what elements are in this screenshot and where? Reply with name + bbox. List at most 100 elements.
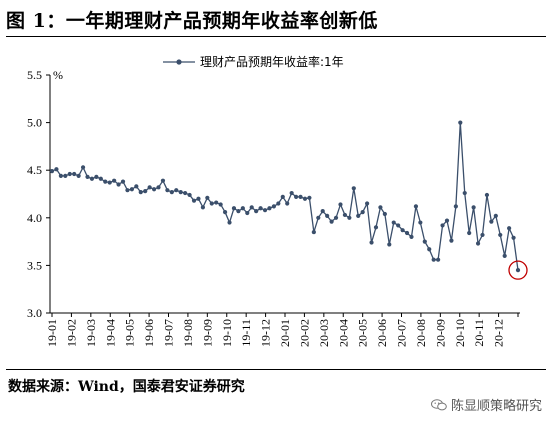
data-point xyxy=(72,171,77,177)
y-axis-ticks: 3.0 3.5 4.0 4.5 5.0 5.5 xyxy=(27,68,50,320)
x-tick-label: 20-08 xyxy=(414,319,428,347)
data-point xyxy=(134,184,139,189)
x-tick-label: 19-02 xyxy=(64,319,78,347)
data-point xyxy=(427,247,432,252)
data-point xyxy=(418,220,423,225)
data-point xyxy=(262,208,268,213)
data-point xyxy=(440,223,445,228)
x-tick-label: 19-01 xyxy=(45,319,59,347)
data-point xyxy=(489,219,494,224)
data-point xyxy=(382,211,387,217)
x-tick-label: 19-06 xyxy=(142,319,156,347)
x-axis-ticks: 19-01 19-02 19-03 19-04 19-05 19-06 19-07 19-08… xyxy=(45,313,519,347)
data-point xyxy=(276,201,281,206)
data-point xyxy=(404,230,410,236)
data-point xyxy=(515,268,521,273)
watermark-text: 陈显顺策略研究 xyxy=(450,399,542,414)
data-point xyxy=(307,195,312,200)
data-point xyxy=(89,176,95,181)
data-point xyxy=(249,205,254,210)
y-tick-label: 3.5 xyxy=(27,258,42,272)
data-point xyxy=(356,213,361,218)
source-divider xyxy=(6,369,546,370)
x-tick-label: 19-03 xyxy=(84,319,98,347)
x-tick-label: 19-08 xyxy=(181,319,195,347)
data-point xyxy=(151,187,157,192)
data-point xyxy=(498,232,503,238)
data-point xyxy=(338,202,343,207)
x-tick-label: 19-12 xyxy=(259,319,273,347)
data-point xyxy=(351,186,356,191)
y-tick-label: 3.0 xyxy=(27,306,42,320)
data-point xyxy=(165,188,170,193)
data-point xyxy=(373,225,379,230)
wechat-icon xyxy=(430,398,447,410)
data-point xyxy=(187,192,192,198)
series-line xyxy=(51,122,519,271)
x-tick-label: 19-07 xyxy=(162,319,176,347)
title-divider xyxy=(6,36,546,37)
data-point xyxy=(436,257,441,262)
x-tick-label: 19-04 xyxy=(103,319,117,347)
data-point xyxy=(285,201,290,206)
data-point xyxy=(54,167,59,172)
data-point xyxy=(85,174,90,179)
data-point xyxy=(98,176,103,181)
data-point xyxy=(258,206,263,211)
data-point xyxy=(316,215,321,220)
data-point xyxy=(94,174,99,179)
x-tick-label: 20-11 xyxy=(472,319,486,347)
data-point xyxy=(125,188,130,193)
data-point xyxy=(80,165,86,170)
source-note: 数据来源：Wind，国泰君安证券研究 xyxy=(8,379,245,395)
data-point xyxy=(493,213,498,218)
x-tick-label: 20-05 xyxy=(356,319,370,347)
data-point xyxy=(280,194,285,199)
data-point xyxy=(67,171,72,177)
data-point xyxy=(107,180,112,185)
data-point xyxy=(236,209,241,214)
data-point xyxy=(342,212,348,218)
data-point xyxy=(289,190,294,196)
data-point xyxy=(191,198,197,203)
data-point xyxy=(227,220,232,225)
data-point xyxy=(484,192,490,198)
series-points xyxy=(49,120,521,273)
data-point xyxy=(143,189,148,194)
data-point xyxy=(302,196,308,201)
data-point xyxy=(205,195,210,200)
data-point xyxy=(511,235,516,240)
y-tick-label: 5.0 xyxy=(27,116,42,130)
data-point xyxy=(347,215,352,220)
data-point xyxy=(378,205,383,210)
data-point xyxy=(116,182,121,187)
x-tick-label: 20-02 xyxy=(297,319,311,347)
data-point xyxy=(333,215,339,220)
data-point xyxy=(480,232,485,238)
x-tick-label: 20-10 xyxy=(453,319,467,347)
data-point xyxy=(422,239,427,244)
x-tick-label: 19-09 xyxy=(200,319,214,347)
data-point xyxy=(502,253,507,258)
data-point xyxy=(196,196,201,201)
data-point xyxy=(112,178,117,183)
data-point xyxy=(222,209,228,215)
data-point xyxy=(214,200,219,205)
data-point xyxy=(387,242,392,247)
data-point xyxy=(200,205,205,210)
data-point xyxy=(271,204,277,209)
data-point xyxy=(311,229,316,235)
data-point xyxy=(325,213,330,218)
x-tick-label: 20-03 xyxy=(317,319,331,347)
x-tick-label: 20-07 xyxy=(395,319,409,347)
y-tick-label: 4.0 xyxy=(27,211,42,225)
y-axis-label: % xyxy=(53,68,63,82)
chart-axes xyxy=(49,75,520,314)
data-point xyxy=(254,209,259,214)
x-tick-label: 20-06 xyxy=(375,319,389,347)
data-point xyxy=(409,234,414,239)
data-point xyxy=(76,173,81,179)
data-point xyxy=(431,257,436,262)
data-point xyxy=(458,120,463,125)
